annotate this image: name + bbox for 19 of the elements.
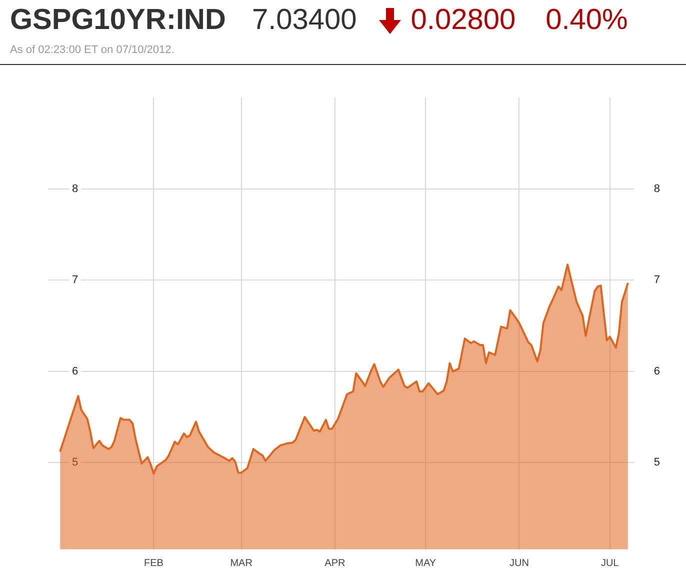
- x-tick-label: MAR: [230, 558, 252, 570]
- text: 0.40%: [546, 4, 628, 37]
- y-tick-label: 7: [72, 274, 78, 286]
- y-tick-label: 8: [72, 182, 78, 195]
- y2-tick-label: 7: [654, 274, 660, 286]
- chart-subtitle: As of 02:23:00 ET on 07/10/2012.: [10, 44, 174, 56]
- y2-tick-label: 5: [654, 456, 660, 469]
- x-tick-label: APR: [324, 558, 346, 570]
- text: 0.02800: [410, 4, 516, 37]
- x-tick-label: MAY: [415, 558, 436, 570]
- y2-tick-label: 6: [654, 365, 660, 378]
- text: 7.03400: [252, 4, 357, 37]
- y2-tick-label: 8: [654, 182, 660, 195]
- y-tick-label: 5: [72, 456, 78, 469]
- x-tick-label: JUN: [509, 558, 529, 570]
- x-tick-label: JUL: [600, 558, 620, 570]
- x-tick-label: FEB: [144, 558, 164, 570]
- y-tick-label: 6: [72, 365, 78, 378]
- chart-title: GSPG10YR:IND: [10, 4, 226, 37]
